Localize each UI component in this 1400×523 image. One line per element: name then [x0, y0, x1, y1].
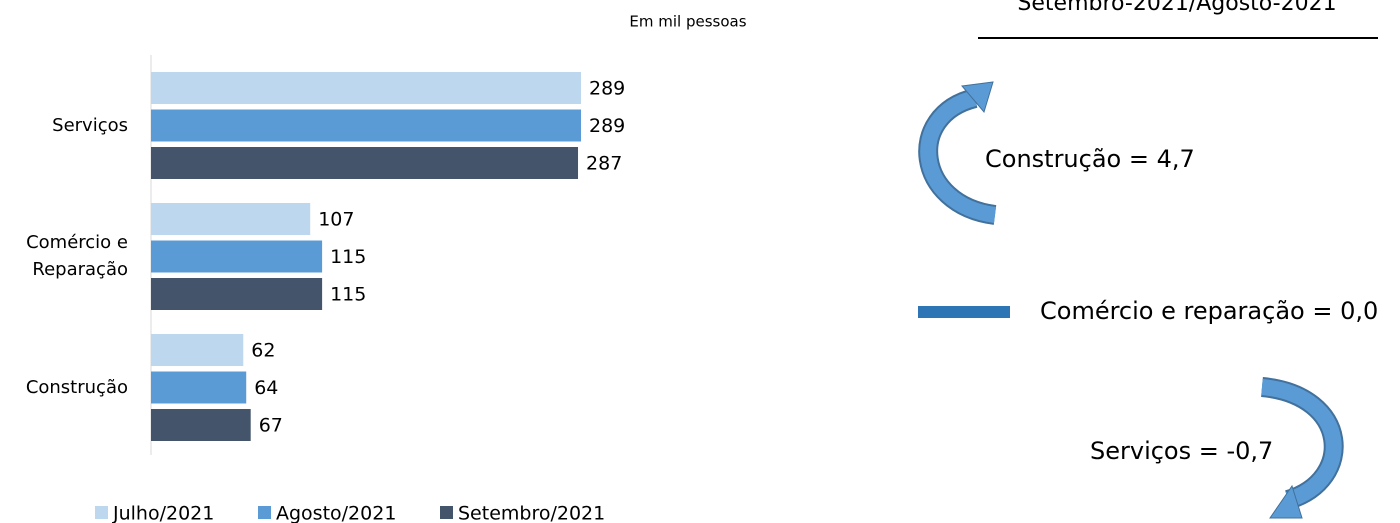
annotation: Serviços = -0,7: [1090, 437, 1273, 465]
annotation: Comércio e reparação = 0,0: [1040, 297, 1378, 325]
legend-label: Setembro/2021: [458, 503, 605, 523]
value-label: 115: [330, 246, 366, 268]
comparison-title: Setembro-2021/Agosto-2021: [1017, 0, 1336, 16]
value-label: 107: [318, 209, 354, 231]
value-label: 289: [589, 78, 625, 100]
bar: [151, 109, 581, 142]
legend-swatch: [95, 506, 108, 519]
legend-swatch: [440, 506, 453, 519]
category-label: Serviços: [52, 114, 128, 136]
value-label: 62: [251, 340, 275, 362]
value-label: 67: [259, 415, 283, 437]
category-label: Comércio e Reparação: [26, 232, 128, 280]
value-label: 287: [586, 153, 622, 175]
legend-label: Julho/2021: [112, 503, 214, 523]
legend-label: Agosto/2021: [276, 503, 396, 523]
legend-swatch: [258, 506, 271, 519]
bar: [151, 278, 323, 310]
category-label: Construção: [25, 376, 128, 398]
annotation: Construção = 4,7: [985, 145, 1195, 173]
bar: [151, 240, 323, 273]
chart-subtitle: Em mil pessoas: [629, 13, 746, 31]
arrow-down: [1261, 379, 1342, 508]
bar: [151, 72, 581, 104]
value-label: 115: [330, 284, 366, 306]
flat-marker: [918, 306, 1010, 318]
value-label: 64: [254, 377, 278, 399]
bar: [151, 409, 251, 441]
bar: [151, 147, 579, 179]
arrow-up-head: [961, 81, 994, 114]
bar: [151, 371, 247, 404]
bar: [151, 203, 311, 235]
arrow-down-head: [1269, 484, 1303, 519]
value-label: 289: [589, 115, 625, 137]
bar: [151, 334, 244, 366]
arrow-up: [920, 90, 997, 223]
